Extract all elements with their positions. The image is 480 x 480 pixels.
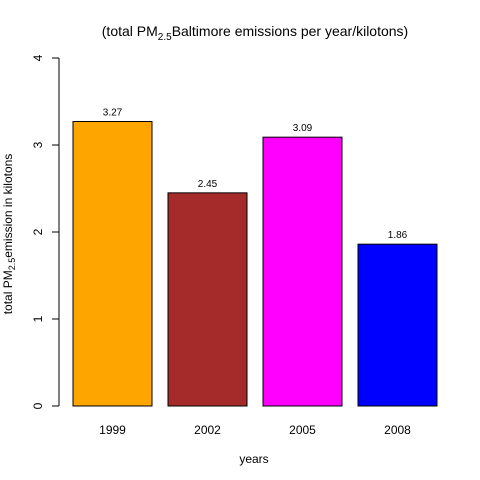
y-axis-label: total PM2.5emission in kilotons xyxy=(1,154,17,315)
x-axis-category-label: 1999 xyxy=(99,423,126,437)
bar xyxy=(168,193,247,406)
y-axis-tick-label: 1 xyxy=(31,315,45,322)
bar-value-label: 2.45 xyxy=(198,179,218,190)
y-axis-tick-label: 0 xyxy=(31,402,45,409)
x-axis-tick-labels: 1999 2002 2005 2008 xyxy=(99,423,411,437)
y-axis-label-suffix: emission in kilotons xyxy=(1,154,15,258)
bar xyxy=(263,137,342,406)
chart-title-subscript: 2.5 xyxy=(158,32,172,43)
y-axis-tick-label: 2 xyxy=(31,228,45,235)
chart-title-suffix: Baltimore emissions per year/kilotons) xyxy=(172,23,409,39)
bar-value-label: 3.09 xyxy=(293,123,313,134)
y-axis-tick-label: 3 xyxy=(31,141,45,148)
x-axis-category-label: 2005 xyxy=(289,423,316,437)
bar-value-label: 3.27 xyxy=(103,108,123,119)
bar xyxy=(358,244,437,406)
chart-title-prefix: (total PM xyxy=(102,23,158,39)
chart-title: (total PM2.5Baltimore emissions per year… xyxy=(102,23,408,43)
y-axis-tick-label: 4 xyxy=(31,54,45,61)
x-axis-category-label: 2008 xyxy=(384,423,411,437)
bars: 3.27 2.45 3.09 1.86 xyxy=(73,108,437,406)
x-axis-category-label: 2002 xyxy=(194,423,221,437)
x-axis-label: years xyxy=(239,452,268,466)
y-axis-label-subscript: 2.5 xyxy=(7,258,17,271)
y-axis-label-prefix: total PM xyxy=(1,270,15,314)
bar xyxy=(73,122,152,406)
y-axis: 0 1 2 3 4 xyxy=(31,54,59,409)
bar-value-label: 1.86 xyxy=(388,230,408,241)
